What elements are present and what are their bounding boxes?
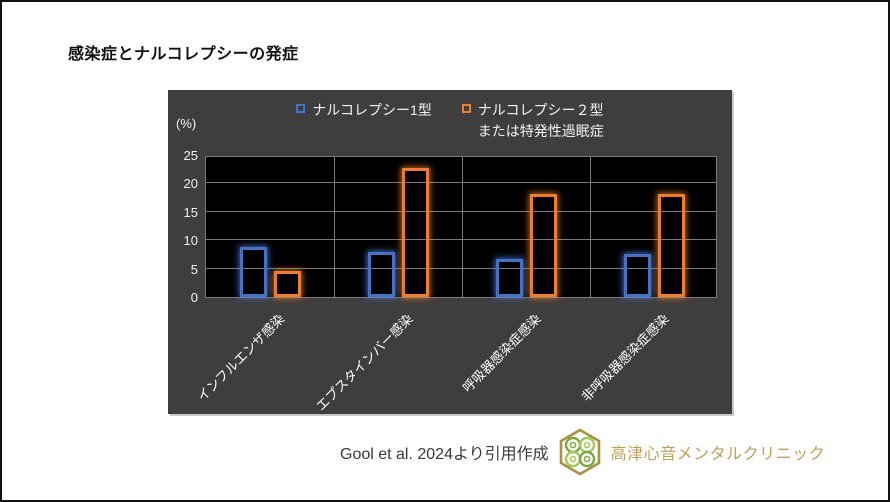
gridline-y10 [206,239,716,241]
bar-series2-cat3 [529,193,557,297]
x-axis-label-cat2: エプスタインバー感染 [313,311,416,414]
chart-legend: ナルコレプシー1型 ナルコレプシー２型 または特発性過眠症 [168,100,732,142]
x-axis-label-cat1: インフルエンザ感染 [194,311,288,405]
y-tick-label-25: 25 [183,148,198,163]
y-tick-label-15: 15 [183,204,198,220]
logo-clover-leaves [564,436,595,468]
legend-label-nt2: ナルコレプシー２型 [477,102,604,118]
y-tick-label-10: 10 [183,233,198,249]
source-note: Gool et al. 2024より引用作成 [340,446,549,463]
category-separator [462,157,463,297]
bar-series2-cat2 [401,167,429,297]
plot-area [205,156,717,298]
gridline-y20 [206,182,716,184]
gridline-y5 [206,267,716,269]
legend-item-nt1: ナルコレプシー1型 [296,100,432,121]
legend-label-nt1: ナルコレプシー1型 [312,102,432,118]
gridline-y15 [206,210,716,212]
clover-hexagon-logo-icon [559,428,600,476]
bar-series1-cat4 [623,254,651,297]
bar-series2-cat4 [657,193,685,297]
x-axis-label-cat3: 呼吸器感染症感染 [459,311,544,396]
y-tick-label-20: 20 [183,176,198,192]
legend-swatch-nt2-icon [461,104,471,113]
bar-series1-cat2 [367,251,395,297]
y-axis-unit-label: (%) [176,116,197,131]
bar-series1-cat3 [495,258,523,297]
x-axis-label-cat4: 非呼吸器感染症感染 [578,311,672,405]
chart-panel: ナルコレプシー1型 ナルコレプシー２型 または特発性過眠症 (%) 0 5 10 15… [168,90,732,414]
y-tick-label-5: 5 [190,261,198,277]
logo-hexagon [559,428,600,476]
page-title: 感染症とナルコレプシーの発症 [68,46,299,63]
legend-swatch-nt1-icon [296,104,306,113]
legend-label-nt2-line2: または特発性過眠症 [477,123,604,139]
category-separator [334,157,335,297]
bar-series2-cat1 [273,271,301,297]
category-separator [590,157,591,297]
legend-item-nt2: ナルコレプシー２型 または特発性過眠症 [461,100,604,142]
footer-row: Gool et al. 2024より引用作成 高津心音メンタルクリニック [340,426,825,478]
clinic-name: 高津心音メンタルクリニック [610,446,826,463]
y-tick-label-0: 0 [190,290,198,305]
bar-series1-cat1 [239,247,267,297]
